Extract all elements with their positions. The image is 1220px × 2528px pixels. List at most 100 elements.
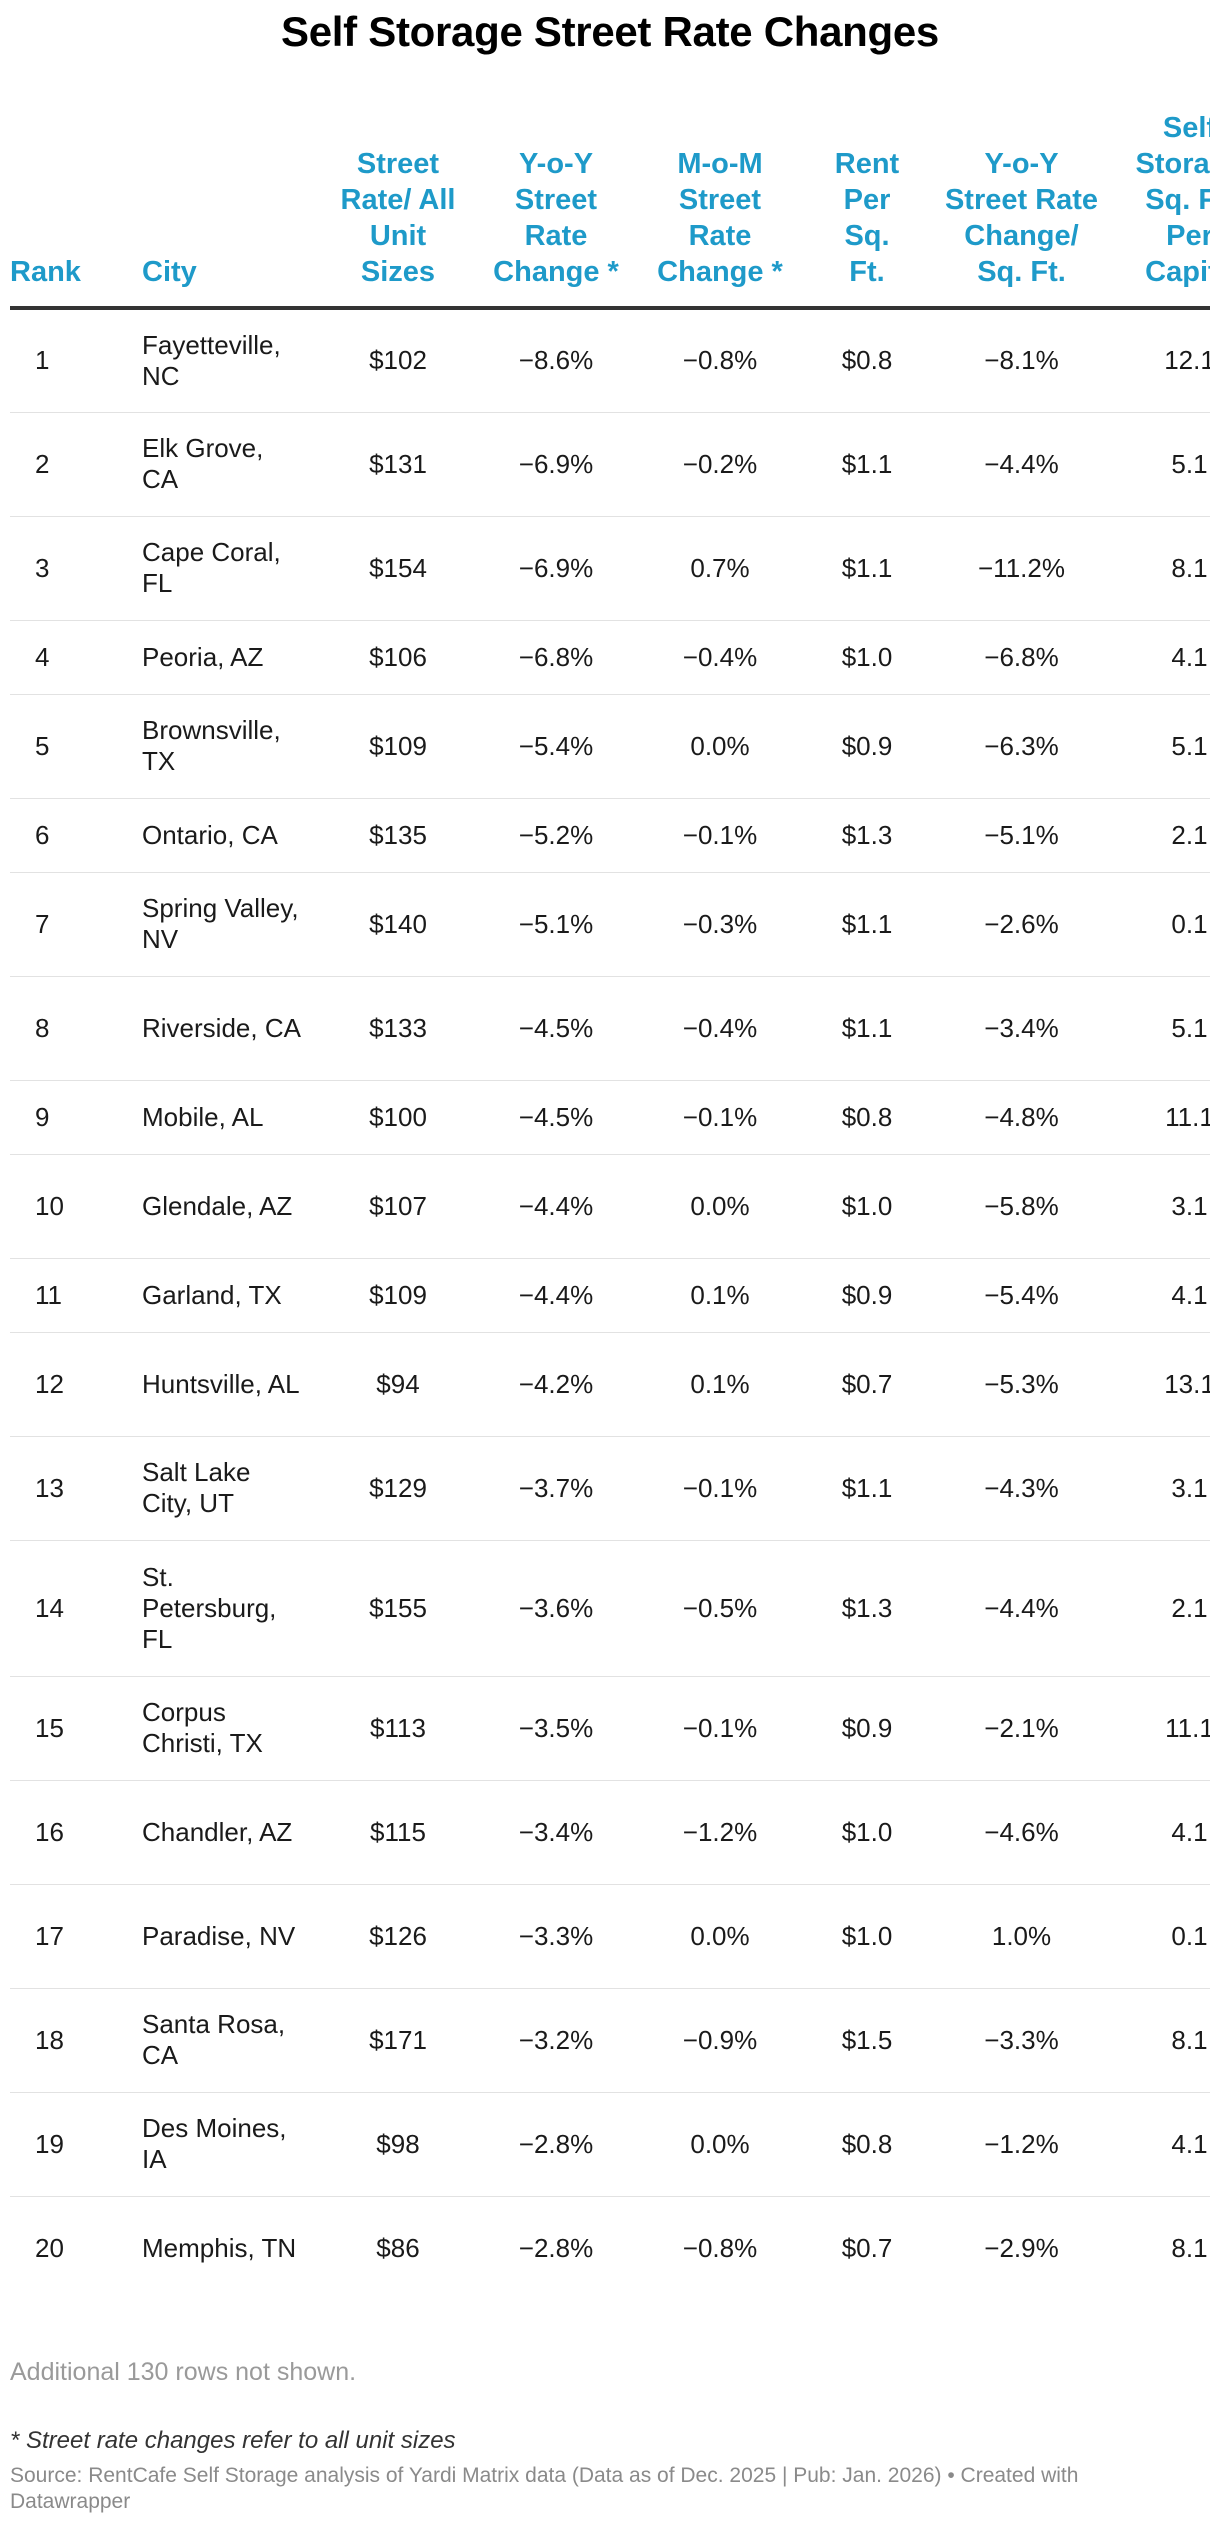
- city-cell: Chandler, AZ: [142, 1780, 324, 1885]
- sqft-per-capita-cell: 4.1: [1109, 2092, 1210, 2197]
- yoy-change-cell: −4.5%: [472, 1080, 640, 1155]
- yoy-change-cell: −4.4%: [472, 1154, 640, 1259]
- mom-change-cell: 0.7%: [640, 516, 800, 621]
- rank-cell: 5: [10, 694, 142, 799]
- rank-cell: 8: [10, 976, 142, 1081]
- city-cell: Fayetteville, NC: [142, 308, 324, 413]
- rank-cell: 3: [10, 516, 142, 621]
- street-rate-cell: $100: [324, 1080, 472, 1155]
- rent-per-sqft-cell: $1.1: [800, 872, 934, 977]
- rank-cell: 11: [10, 1258, 142, 1333]
- sqft-per-capita-cell: 5.1: [1109, 694, 1210, 799]
- street-rate-cell: $107: [324, 1154, 472, 1259]
- mom-change-cell: −0.1%: [640, 1080, 800, 1155]
- city-cell: Garland, TX: [142, 1258, 324, 1333]
- mom-change-cell: −0.8%: [682, 2232, 758, 2263]
- sqft-per-capita-cell: 13.1: [1109, 1332, 1210, 1437]
- yoy-change-sqft-cell: 1.0%: [934, 1884, 1109, 1989]
- table-row: 10 Glendale, AZ $107 −4.4% 0.0% $1.0 −5.8% 3.1: [10, 1154, 1210, 1259]
- mom-change-cell: 0.0%: [640, 1884, 800, 1989]
- city-cell: Spring Valley, NV: [142, 872, 324, 977]
- rank-cell: 18: [10, 1988, 142, 2093]
- sqft-per-capita-cell: 4.1: [1109, 1258, 1210, 1333]
- table-row: 14 St. Petersburg, FL $155 −3.6% −0.5% $1.3 −4…: [10, 1540, 1210, 1677]
- street-rate-cell: $126: [324, 1884, 472, 1989]
- yoy-change-sqft-cell: −2.6%: [934, 872, 1109, 977]
- rank-cell: 9: [10, 1080, 142, 1155]
- street-rate-cell: $113: [324, 1676, 472, 1781]
- sqft-per-capita-cell: 4.1: [1109, 1780, 1210, 1885]
- sqft-per-capita-cell: 8.1: [1171, 2232, 1208, 2263]
- rank-cell: 6: [10, 798, 142, 873]
- rent-per-sqft-cell: $0.9: [800, 1676, 934, 1781]
- header-rent-per-sqft[interactable]: Rent Per Sq. Ft.: [800, 110, 934, 310]
- yoy-change-cell: −5.1%: [472, 872, 640, 977]
- header-city[interactable]: City: [142, 110, 324, 310]
- rank-cell: 7: [10, 872, 142, 977]
- table-row: 18 Santa Rosa, CA $171 −3.2% −0.9% $1.5 −3.3% 8…: [10, 1988, 1210, 2093]
- source-credit: Source: RentCafe Self Storage analysis o…: [10, 2464, 1079, 2513]
- rent-per-sqft-cell: $1.5: [800, 1988, 934, 2093]
- city-cell: St. Petersburg, FL: [142, 1540, 324, 1677]
- table-row: 1 Fayetteville, NC $102 −8.6% −0.8% $0.8 −8.1%…: [10, 308, 1210, 413]
- city-cell: Memphis, TN: [142, 2232, 297, 2263]
- yoy-change-cell: −4.2%: [472, 1332, 640, 1437]
- table-row: 17 Paradise, NV $126 −3.3% 0.0% $1.0 1.0% 0.1: [10, 1884, 1210, 1989]
- yoy-change-cell: −6.9%: [472, 412, 640, 517]
- street-rate-cell: $98: [324, 2092, 472, 2197]
- city-cell: Cape Coral, FL: [142, 516, 324, 621]
- street-rate-cell: $109: [324, 694, 472, 799]
- yoy-change-cell: −2.8%: [518, 2232, 594, 2263]
- yoy-change-sqft-cell: −4.3%: [934, 1436, 1109, 1541]
- table-container[interactable]: Rank City Street Rate/ All Unit Sizes Y-…: [10, 110, 1210, 2300]
- mom-change-cell: −0.1%: [640, 1676, 800, 1781]
- table-row: 12 Huntsville, AL $94 −4.2% 0.1% $0.7 −5.3% 13.…: [10, 1332, 1210, 1437]
- header-street-rate[interactable]: Street Rate/ All Unit Sizes: [324, 110, 472, 310]
- table-row: 19 Des Moines, IA $98 −2.8% 0.0% $0.8 −1.2% 4.1: [10, 2092, 1210, 2197]
- street-rate-cell: $115: [324, 1780, 472, 1885]
- yoy-change-cell: −6.9%: [472, 516, 640, 621]
- street-rate-cell: $140: [324, 872, 472, 977]
- rent-per-sqft-cell: $1.1: [800, 1436, 934, 1541]
- sqft-per-capita-cell: 8.1: [1109, 516, 1210, 621]
- yoy-change-cell: −8.6%: [472, 308, 640, 413]
- sqft-per-capita-cell: 5.1: [1109, 412, 1210, 517]
- sqft-per-capita-cell: 0.1: [1109, 1884, 1210, 1989]
- yoy-change-sqft-cell: −5.1%: [934, 798, 1109, 873]
- mom-change-cell: −0.3%: [640, 872, 800, 977]
- city-cell: Ontario, CA: [142, 798, 324, 873]
- rank-cell: 12: [10, 1332, 142, 1437]
- sqft-per-capita-cell: 11.1: [1109, 1080, 1210, 1155]
- table-row: 4 Peoria, AZ $106 −6.8% −0.4% $1.0 −6.8% 4.1: [10, 620, 1210, 695]
- header-yoy-change-sqft[interactable]: Y-o-Y Street Rate Change/ Sq. Ft.: [934, 110, 1109, 310]
- street-rate-cell: $94: [324, 1332, 472, 1437]
- header-sqft-per-capita[interactable]: Self Storage Sq. Ft. Per Capita: [1109, 110, 1210, 310]
- rent-per-sqft-cell: $0.7: [800, 1332, 934, 1437]
- table-row: 6 Ontario, CA $135 −5.2% −0.1% $1.3 −5.1% 2.1: [10, 798, 1210, 873]
- rent-per-sqft-cell: $1.0: [800, 1154, 934, 1259]
- header-yoy-change[interactable]: Y-o-Y Street Rate Change *: [472, 110, 640, 310]
- sqft-per-capita-cell: 3.1: [1109, 1154, 1210, 1259]
- street-rate-cell: $171: [324, 1988, 472, 2093]
- street-rate-cell: $102: [324, 308, 472, 413]
- sqft-per-capita-cell: 4.1: [1109, 620, 1210, 695]
- rank-cell: 17: [10, 1884, 142, 1989]
- yoy-change-sqft-cell: −3.4%: [934, 976, 1109, 1081]
- table-row: 15 Corpus Christi, TX $113 −3.5% −0.1% $0.9 −2…: [10, 1676, 1210, 1781]
- rank-cell: 16: [10, 1780, 142, 1885]
- yoy-change-sqft-cell: −5.3%: [934, 1332, 1109, 1437]
- sqft-per-capita-cell: 11.1: [1109, 1676, 1210, 1781]
- sqft-per-capita-cell: 2.1: [1109, 1540, 1210, 1677]
- header-rank[interactable]: Rank: [10, 110, 142, 310]
- city-cell: Des Moines, IA: [142, 2092, 324, 2197]
- street-rate-cell: $86: [376, 2232, 420, 2263]
- header-row: Rank City Street Rate/ All Unit Sizes Y-…: [10, 110, 1210, 310]
- rank-cell: 20: [35, 2232, 64, 2263]
- table-row: 7 Spring Valley, NV $140 −5.1% −0.3% $1.1 −2.6…: [10, 872, 1210, 977]
- yoy-change-cell: −3.2%: [472, 1988, 640, 2093]
- header-mom-change[interactable]: M-o-M Street Rate Change *: [640, 110, 800, 310]
- rent-per-sqft-cell: $1.3: [800, 1540, 934, 1677]
- street-rate-cell: $131: [324, 412, 472, 517]
- table-row: 16 Chandler, AZ $115 −3.4% −1.2% $1.0 −4.6% 4.1: [10, 1780, 1210, 1885]
